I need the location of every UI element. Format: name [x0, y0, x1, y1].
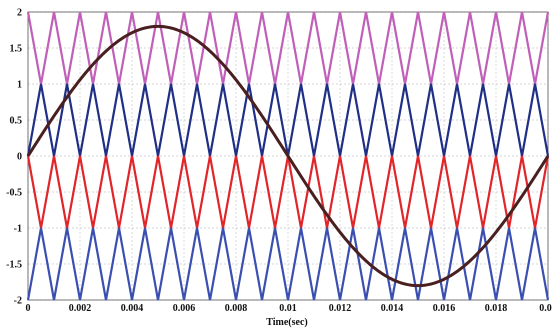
y-tick-label: -1.5 — [6, 260, 22, 271]
x-tick-label: 0.004 — [121, 303, 144, 314]
carrier-wave-1 — [26, 11, 550, 85]
x-tick-label: 0.012 — [329, 303, 352, 314]
tick-labels: 0 0.002 0.004 0.006 0.008 0.01 0.012 0.014 0.016… — [6, 8, 552, 315]
y-tick-label: 0.5 — [10, 116, 23, 127]
x-tick-label: 0.02 — [539, 303, 552, 314]
carrier-wave-4 — [26, 227, 550, 301]
x-tick-label: 0.014 — [381, 303, 404, 314]
reference-sine — [26, 24, 550, 288]
x-tick-label: 0.006 — [173, 303, 196, 314]
x-tick-label: 0.008 — [225, 303, 248, 314]
y-tick-label: 0 — [17, 152, 22, 163]
y-tick-label: 1.5 — [10, 44, 23, 55]
x-tick-label: 0.002 — [69, 303, 92, 314]
x-axis-label: Time(sec) — [266, 317, 307, 328]
x-tick-label: 0.016 — [433, 303, 456, 314]
y-tick-label: -0.5 — [6, 188, 22, 199]
y-tick-label: 1 — [17, 80, 22, 91]
x-tick-label: 0.018 — [485, 303, 508, 314]
y-tick-label: -2 — [14, 296, 22, 307]
reference-wave — [26, 24, 550, 288]
y-tick-label: 2 — [17, 8, 22, 19]
x-tick-label: 0 — [26, 303, 31, 314]
x-tick-label: 0.01 — [279, 303, 297, 314]
y-tick-label: -1 — [14, 224, 22, 235]
